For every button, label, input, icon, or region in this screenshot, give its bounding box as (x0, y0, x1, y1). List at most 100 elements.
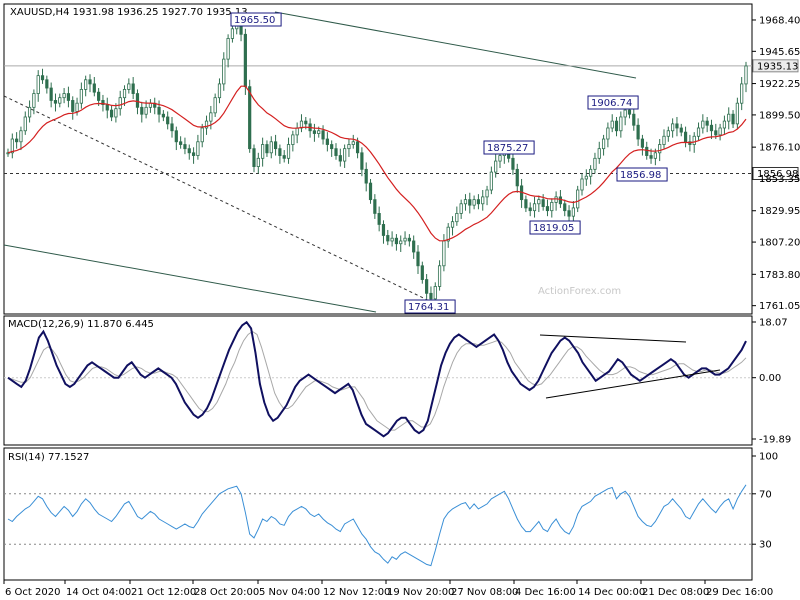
x-tick-label: 21 Dec 08:00 (642, 587, 709, 598)
candle-body (131, 83, 135, 94)
panel-frame (3, 447, 753, 581)
candle-body (524, 199, 528, 209)
candle-body (537, 199, 541, 205)
candle-body (554, 196, 558, 203)
candle-body (166, 116, 170, 125)
candle-body (19, 130, 23, 143)
y-tick-label: 1853.35 (759, 174, 800, 185)
candle-body (714, 130, 718, 136)
candle-body (705, 120, 709, 126)
price-panel: XAUUSD,H4 1931.98 1936.25 1927.70 1935.1… (3, 3, 800, 315)
candle-body (127, 83, 131, 90)
candle-body (416, 251, 420, 267)
candle-body (97, 91, 101, 101)
candle-body (23, 116, 27, 132)
candle-body (394, 237, 399, 245)
x-tick-label: 4 Dec 16:00 (515, 587, 576, 598)
candle-body (679, 127, 683, 133)
dashed-trendline (3, 95, 441, 307)
x-tick-label: 6 Oct 2020 (5, 587, 60, 598)
candle-body (347, 144, 351, 150)
candle-body (179, 141, 183, 145)
event-label: 1856.98 (620, 170, 661, 181)
x-tick-label: 5 Nov 04:00 (259, 587, 320, 598)
event-label: 1906.74 (591, 98, 632, 109)
event-label-box (404, 299, 456, 314)
candle-body (213, 97, 217, 114)
candle-body (15, 138, 19, 143)
x-tick-label: 29 Dec 16:00 (706, 587, 773, 598)
candle-body (278, 148, 282, 156)
candle-body (735, 102, 739, 125)
candle-body (355, 141, 360, 154)
candle-body (295, 127, 299, 136)
candle-body (614, 120, 619, 132)
y-tick-label: 1783.80 (759, 270, 800, 281)
last-price-box (752, 59, 799, 73)
candle-body (425, 279, 429, 294)
candle-body (62, 93, 66, 99)
candle-body (53, 100, 58, 104)
event-label-box (587, 95, 639, 110)
candle-body (390, 237, 394, 242)
candle-body (580, 178, 584, 191)
candle-body (515, 168, 519, 187)
y-tick-label: 1829.95 (759, 206, 800, 217)
candle-body (122, 89, 127, 99)
candle-body (666, 130, 670, 137)
y-tick-label: 18.07 (759, 318, 788, 329)
candle-body (455, 213, 459, 223)
candle-body (563, 203, 567, 212)
candle-body (256, 157, 260, 167)
candle-body (269, 141, 273, 154)
candle-body (32, 93, 36, 108)
candle-body (109, 109, 114, 118)
candle-body (528, 207, 532, 212)
candle-body (429, 292, 433, 300)
reference-price-box (752, 166, 799, 180)
candle-body (437, 265, 442, 287)
candle-body (92, 83, 96, 93)
candle-body (645, 146, 649, 156)
y-tick-label: 0.00 (759, 373, 781, 384)
candle-body (161, 113, 165, 118)
candle-body (532, 203, 537, 212)
event-label: 1875.27 (487, 143, 528, 154)
candle-body (58, 97, 62, 104)
event-label: 1965.50 (234, 15, 275, 26)
candle-body (601, 138, 606, 150)
candle-body (217, 83, 222, 99)
reference-price-label: 1856.98 (757, 169, 798, 180)
candle-body (200, 127, 204, 143)
candle-body (450, 221, 455, 228)
candle-body (433, 286, 437, 300)
candle-body (593, 157, 597, 170)
candle-body (468, 199, 472, 206)
y-tick-label: 1807.20 (759, 238, 800, 249)
event-label: 1764.31 (408, 302, 449, 313)
y-tick-label: 1922.25 (759, 79, 800, 90)
y-tick-label: 30 (759, 540, 772, 551)
candle-body (364, 168, 368, 184)
candle-body (230, 28, 235, 39)
candle-body (66, 93, 71, 101)
candle-body (740, 83, 744, 104)
candle-body (658, 144, 662, 154)
macd-signal-line (7, 330, 747, 431)
rsi-title: RSI(14) 77.1527 (8, 452, 89, 463)
candle-body (222, 58, 226, 85)
candle-body (709, 124, 714, 132)
candle-body (49, 87, 53, 101)
candle-body (632, 113, 636, 126)
x-tick-label: 27 Nov 08:00 (451, 587, 518, 598)
candle-body (304, 120, 308, 125)
x-tick-label: 14 Dec 00:00 (578, 587, 645, 598)
candle-body (334, 148, 338, 156)
candle-body (265, 144, 269, 154)
rsi-line (7, 484, 747, 567)
candle-body (204, 120, 209, 129)
candle-body (744, 65, 748, 85)
x-tick-label: 21 Oct 12:00 (131, 587, 196, 598)
event-label: 1819.05 (533, 223, 574, 234)
candle-body (243, 33, 247, 88)
